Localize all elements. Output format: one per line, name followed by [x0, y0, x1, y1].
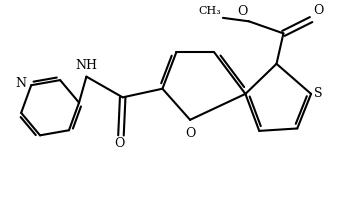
- Text: O: O: [185, 128, 195, 140]
- Text: O: O: [313, 4, 323, 17]
- Text: CH₃: CH₃: [198, 6, 221, 16]
- Text: NH: NH: [75, 60, 98, 72]
- Text: S: S: [314, 87, 322, 100]
- Text: O: O: [114, 137, 125, 150]
- Text: O: O: [237, 5, 247, 18]
- Text: N: N: [15, 77, 26, 90]
